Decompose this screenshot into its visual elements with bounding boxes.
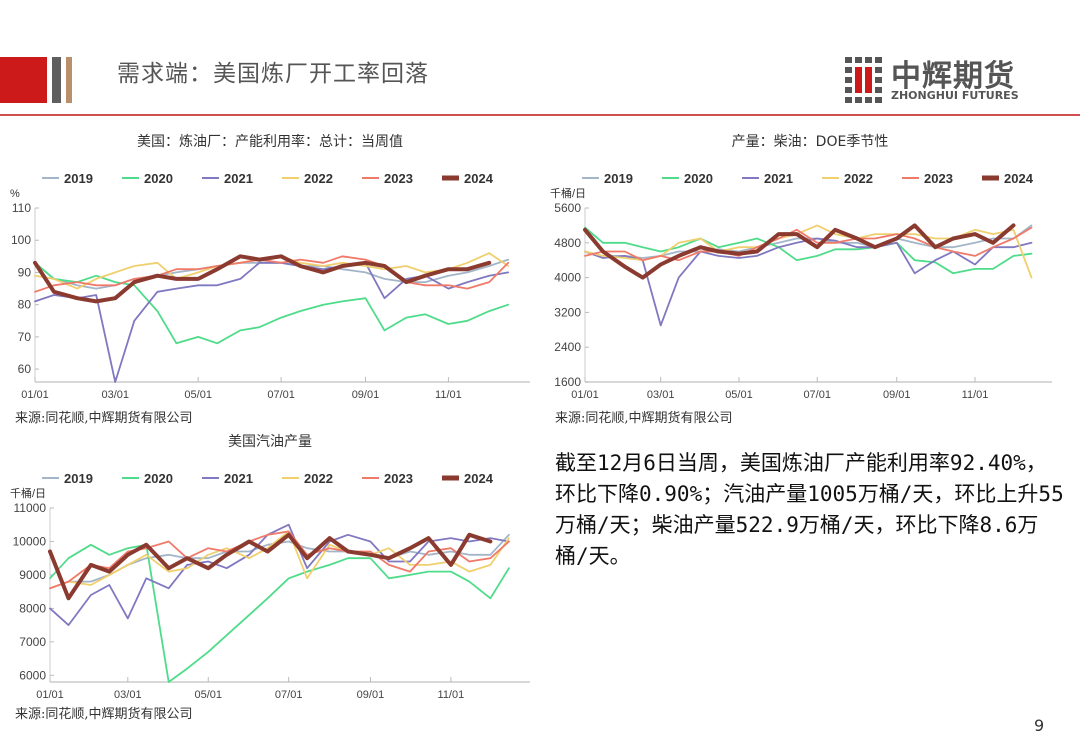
slide-title: 需求端：美国炼厂开工率回落: [117, 61, 429, 87]
chart-title: 产量：柴油：DOE季节性: [731, 134, 889, 150]
x-tick-label: 01/01: [36, 689, 64, 700]
x-tick-label: 03/01: [114, 689, 142, 700]
y-tick-label: 2400: [554, 340, 581, 354]
legend-label: 2023: [924, 171, 953, 186]
y-tick-label: 70: [18, 330, 32, 344]
legend-label: 2023: [384, 171, 413, 186]
header-grey-bar: [52, 57, 61, 103]
y-axis-unit: 千桶/日: [550, 186, 586, 200]
y-tick-label: 7000: [19, 635, 46, 649]
legend-label: 2021: [224, 171, 253, 186]
gasoline-chart: 2019 2020 2021 2022 2023 2024 千桶/日 6000 7000 8000…: [10, 471, 530, 700]
legend-label: 2019: [64, 471, 93, 486]
legend-label: 2022: [304, 171, 333, 186]
legend-label: 2024: [464, 171, 494, 186]
y-tick-label: 8000: [19, 601, 46, 615]
legend-label: 2021: [764, 171, 793, 186]
x-tick-label: 05/01: [184, 389, 212, 400]
x-tick-label: 07/01: [267, 389, 295, 400]
x-tick-label: 01/01: [21, 389, 49, 400]
summary-text: 截至12月6日当周，美国炼油厂产能利用率92.40%，环比下降0.90%；汽油产…: [555, 451, 1064, 568]
chart-title: 美国汽油产量: [228, 434, 312, 450]
y-tick-label: 6000: [19, 668, 46, 682]
chart-source: 来源:同花顺,中辉期货有限公司: [555, 411, 733, 426]
y-tick-label: 1600: [554, 375, 581, 389]
chart-source: 来源:同花顺,中辉期货有限公司: [15, 411, 193, 426]
company-logo: 中辉期货 ZHONGHUI FUTURES: [845, 55, 1020, 105]
series-line-2024: [33, 254, 492, 304]
x-tick-label: 11/01: [438, 689, 465, 700]
x-tick-label: 11/01: [435, 389, 462, 400]
series-line-2020: [34, 261, 510, 345]
y-tick-label: 10000: [13, 534, 47, 548]
x-tick-label: 09/01: [883, 389, 911, 400]
series-line-2023: [34, 255, 510, 293]
x-tick-label: 07/01: [803, 389, 831, 400]
legend-label: 2019: [64, 171, 93, 186]
y-tick-label: 80: [18, 298, 32, 312]
series-line-2021: [584, 237, 1033, 327]
series-line-2024: [583, 223, 1016, 280]
logo-text-en: ZHONGHUI FUTURES: [891, 89, 1019, 102]
y-tick-label: 110: [12, 201, 31, 215]
x-tick-label: 03/01: [647, 389, 675, 400]
series-line-2024: [48, 532, 493, 601]
chart-source: 来源:同花顺,中辉期货有限公司: [15, 707, 193, 722]
legend-label: 2024: [1004, 171, 1034, 186]
x-tick-label: 11/01: [962, 389, 989, 400]
x-tick-label: 09/01: [357, 689, 385, 700]
x-tick-label: 09/01: [352, 389, 380, 400]
series-line-2020: [584, 226, 1033, 275]
logo-grid-icon: [845, 57, 882, 103]
header-tan-bar: [66, 57, 72, 103]
legend-label: 2020: [144, 471, 173, 486]
y-tick-label: 90: [18, 265, 32, 279]
series-line-2020: [49, 543, 510, 683]
page-number: 9: [1034, 716, 1045, 735]
y-tick-label: 11000: [14, 501, 47, 515]
legend-label: 2022: [844, 171, 873, 186]
x-tick-label: 07/01: [275, 689, 303, 700]
header-red-block: [0, 57, 47, 103]
utilization-chart: 2019 2020 2021 2022 2023 2024% 60 70 80 90 100 110 0…: [10, 171, 530, 400]
x-tick-label: 05/01: [194, 689, 222, 700]
y-tick-label: 4800: [554, 236, 581, 250]
series-line-2023: [584, 226, 1033, 262]
legend-label: 2022: [304, 471, 333, 486]
legend-label: 2021: [224, 471, 253, 486]
x-tick-label: 01/01: [571, 389, 599, 400]
y-axis-unit: 千桶/日: [10, 486, 46, 500]
y-tick-label: 60: [18, 362, 32, 376]
legend-label: 2020: [684, 171, 713, 186]
logo-text-cn: 中辉期货: [891, 59, 1015, 94]
series-line-2022: [49, 530, 510, 590]
header-divider: [0, 114, 1080, 116]
x-tick-label: 05/01: [725, 389, 753, 400]
series-line-2023: [49, 530, 510, 590]
y-tick-label: 9000: [19, 568, 46, 582]
legend-label: 2020: [144, 171, 173, 186]
diesel-chart: 2019 2020 2021 2022 2023 2024 千桶/日 1600 2400 3200…: [550, 171, 1052, 400]
y-tick-label: 100: [11, 233, 31, 247]
y-tick-label: 4000: [554, 271, 581, 285]
y-tick-label: 3200: [554, 305, 581, 319]
chart-title: 美国：炼油厂：产能利用率：总计：当周值: [137, 134, 403, 150]
x-tick-label: 03/01: [101, 389, 129, 400]
series-line-2021: [34, 261, 510, 383]
y-axis-unit: %: [10, 188, 20, 200]
legend-label: 2023: [384, 471, 413, 486]
legend-label: 2024: [464, 471, 494, 486]
y-tick-label: 5600: [554, 201, 581, 215]
legend-label: 2019: [604, 171, 633, 186]
